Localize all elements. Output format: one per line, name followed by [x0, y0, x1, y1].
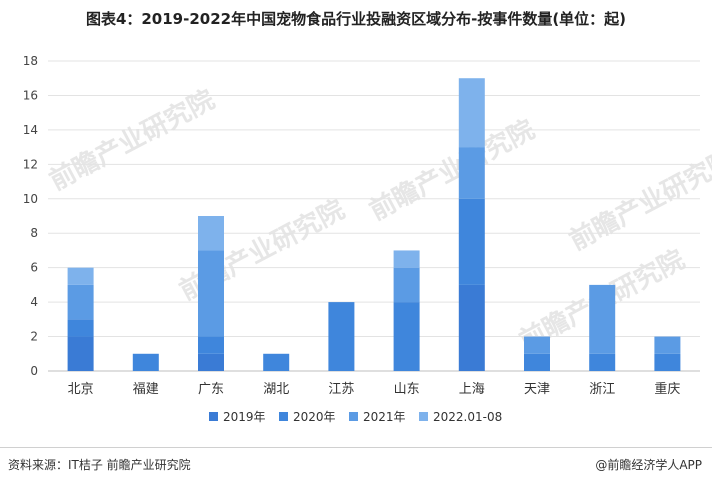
bar-segment: [393, 302, 420, 371]
bar-segment: [67, 336, 94, 371]
x-tick-label: 江苏: [328, 381, 354, 397]
x-tick-label: 浙江: [589, 382, 615, 397]
x-tick-label: 天津: [524, 382, 550, 397]
bar-segment: [393, 267, 420, 303]
bar-segment: [198, 353, 224, 371]
x-tick-label: 上海: [459, 382, 485, 397]
bar-segment: [458, 198, 485, 285]
brand-credit: @前瞻经济学人APP: [595, 458, 702, 472]
bar-segment: [198, 216, 224, 251]
bar-segment: [328, 302, 355, 371]
bar-segment: [393, 250, 420, 268]
footer-divider: [0, 447, 712, 448]
bar-segment: [198, 336, 224, 354]
y-tick-label: 16: [23, 88, 38, 102]
y-tick-label: 18: [23, 54, 38, 68]
bar-segment: [458, 284, 485, 371]
bar-segment: [589, 284, 616, 354]
x-tick-label: 广东: [198, 382, 224, 397]
y-tick-label: 12: [23, 157, 38, 171]
y-tick-label: 14: [23, 123, 38, 137]
x-tick-label: 重庆: [654, 381, 680, 397]
legend-label: 2022.01-08: [433, 410, 502, 424]
bar-segment: [132, 353, 159, 371]
bar-segment: [458, 147, 485, 199]
y-tick-label: 2: [30, 330, 38, 344]
legend-label: 2021年: [363, 410, 406, 424]
y-tick-label: 6: [30, 261, 38, 275]
legend-label: 2020年: [293, 410, 336, 424]
bar-segment: [198, 250, 224, 337]
bar-segment: [458, 78, 485, 148]
bar-segment: [524, 336, 550, 354]
bar-segment: [654, 336, 681, 354]
y-tick-label: 10: [23, 192, 38, 206]
y-tick-label: 4: [30, 295, 38, 309]
legend-label: 2019年: [223, 410, 266, 424]
stacked-bar-chart: 0 2 4 6 8 10 12 14 16 18 北京 福建 广东 湖北 江苏 山东 上海 天津 浙江 重庆 2019年…: [23, 54, 700, 424]
bar-segment: [263, 353, 290, 371]
y-tick-label: 0: [30, 364, 38, 378]
x-tick-label: 湖北: [263, 382, 289, 397]
legend-swatch: [419, 412, 428, 421]
legend-swatch: [279, 412, 288, 421]
legend-swatch: [349, 412, 358, 421]
y-tick-label: 8: [30, 226, 38, 240]
bar-segment: [589, 353, 616, 371]
x-tick-label: 山东: [394, 382, 420, 397]
bar-segment: [654, 353, 681, 371]
bar-segment: [524, 353, 550, 371]
bar-segment: [67, 319, 94, 337]
legend-swatch: [209, 412, 218, 421]
source-note: 资料来源：IT桔子 前瞻产业研究院: [8, 458, 191, 472]
bar-segment: [67, 284, 94, 320]
x-tick-label: 北京: [68, 382, 94, 397]
x-tick-label: 福建: [133, 382, 159, 397]
chart-title: 图表4：2019-2022年中国宠物食品行业投融资区域分布-按事件数量(单位：起…: [85, 10, 627, 28]
bar-segment: [67, 267, 94, 285]
